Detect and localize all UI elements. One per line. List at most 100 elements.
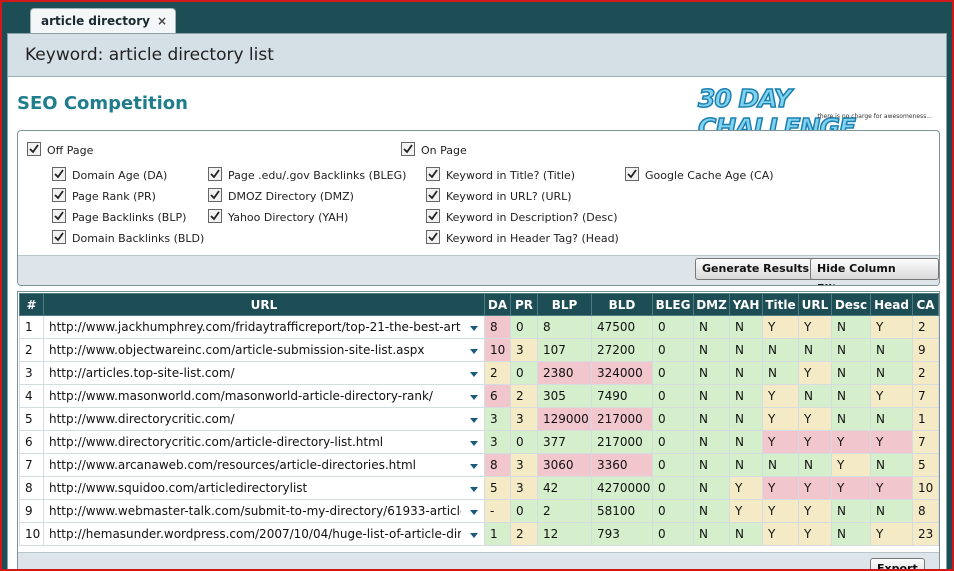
option-label[interactable]: Domain Backlinks (BLD): [72, 232, 205, 245]
checkbox[interactable]: [426, 209, 440, 223]
column-header[interactable]: URL: [43, 293, 485, 316]
option-label[interactable]: Keyword in Header Tag? (Head): [446, 232, 619, 245]
column-header[interactable]: Title: [762, 293, 799, 316]
checkbox[interactable]: [625, 167, 639, 181]
column-header[interactable]: BLP: [537, 293, 592, 316]
checkbox[interactable]: [208, 188, 222, 202]
metric-cell: Y: [831, 453, 871, 477]
table-row[interactable]: 7 http://www.arcanaweb.com/resources/arti…: [19, 453, 939, 477]
option-label[interactable]: Google Cache Age (CA): [645, 169, 774, 182]
dropdown-arrow[interactable]: [470, 464, 478, 469]
dropdown-arrow[interactable]: [470, 510, 478, 515]
url-text: http://www.arcanaweb.com/resources/artic…: [49, 458, 417, 472]
option-label[interactable]: DMOZ Directory (DMZ): [228, 190, 354, 203]
metric-cell: Y: [870, 430, 913, 454]
button[interactable]: Generate Results: [695, 258, 817, 280]
tab[interactable]: article directory list ×: [30, 8, 176, 53]
column-header[interactable]: URL: [798, 293, 832, 316]
table-row[interactable]: 1 http://www.jackhumphrey.com/fridaytraff…: [19, 315, 939, 339]
filter-option[interactable]: Off Page: [27, 142, 94, 157]
check-mark: [210, 169, 220, 179]
metric-cell: N: [870, 499, 913, 523]
filter-option[interactable]: Keyword in URL? (URL): [426, 188, 572, 203]
dropdown-arrow[interactable]: [470, 372, 478, 377]
metric-cell: 1: [912, 407, 939, 431]
option-label[interactable]: Keyword in URL? (URL): [446, 190, 572, 203]
metric-cell: Y: [729, 499, 763, 523]
dropdown-arrow[interactable]: [470, 395, 478, 400]
column-header[interactable]: BLD: [591, 293, 653, 316]
filter-option[interactable]: DMOZ Directory (DMZ): [208, 188, 354, 203]
filter-option[interactable]: Yahoo Directory (YAH): [208, 209, 349, 224]
checkbox[interactable]: [426, 230, 440, 244]
checkbox[interactable]: [426, 167, 440, 181]
url-text: http://www.masonworld.com/masonworld-art…: [49, 389, 433, 403]
dropdown-arrow[interactable]: [470, 533, 478, 538]
column-header[interactable]: CA: [912, 293, 939, 316]
column-header[interactable]: Desc: [831, 293, 871, 316]
checkbox[interactable]: [52, 188, 66, 202]
table-row[interactable]: 2 http://www.objectwareinc.com/article-su…: [19, 338, 939, 362]
checkbox[interactable]: [426, 188, 440, 202]
column-header[interactable]: BLEG: [652, 293, 694, 316]
filter-option[interactable]: Keyword in Description? (Desc): [426, 209, 618, 224]
table-row[interactable]: 10 http://hemasunder.wordpress.com/2007/1…: [19, 522, 939, 546]
checkbox[interactable]: [52, 209, 66, 223]
filter-option[interactable]: Domain Age (DA): [52, 167, 168, 182]
table-row[interactable]: 9 http://www.webmaster-talk.com/submit-to…: [19, 499, 939, 523]
column-header[interactable]: YAH: [729, 293, 763, 316]
option-label[interactable]: Off Page: [47, 144, 94, 157]
option-label[interactable]: Keyword in Title? (Title): [446, 169, 576, 182]
option-label[interactable]: Keyword in Description? (Desc): [446, 211, 618, 224]
dropdown-arrow[interactable]: [470, 349, 478, 354]
check-mark: [428, 232, 438, 242]
column-header[interactable]: PR: [510, 293, 538, 316]
metric-cell: 305: [537, 384, 592, 408]
filter-option[interactable]: Page .edu/.gov Backlinks (BLEG): [208, 167, 407, 182]
option-label[interactable]: On Page: [421, 144, 467, 157]
filter-option[interactable]: Page Rank (PR): [52, 188, 156, 203]
option-label[interactable]: Domain Age (DA): [72, 169, 168, 182]
column-header[interactable]: Head: [870, 293, 913, 316]
filter-option[interactable]: On Page: [401, 142, 467, 157]
export-button[interactable]: Export: [870, 558, 925, 569]
option-label[interactable]: Yahoo Directory (YAH): [228, 211, 349, 224]
table-row[interactable]: 5 http://www.directorycritic.com/3 3 129000…: [19, 407, 939, 431]
option-label[interactable]: Page Rank (PR): [72, 190, 156, 203]
filter-option[interactable]: Domain Backlinks (BLD): [52, 230, 205, 245]
checkbox[interactable]: [208, 209, 222, 223]
metric-cell: 5: [912, 453, 939, 477]
checkbox[interactable]: [208, 167, 222, 181]
metric-cell: N: [693, 407, 730, 431]
dropdown-arrow[interactable]: [470, 418, 478, 423]
metric-cell: 0: [652, 453, 694, 477]
dropdown-arrow[interactable]: [470, 487, 478, 492]
filter-option[interactable]: Keyword in Header Tag? (Head): [426, 230, 619, 245]
dropdown-arrow[interactable]: [470, 326, 478, 331]
metric-cell: 10: [912, 476, 939, 500]
option-label[interactable]: Page Backlinks (BLP): [72, 211, 187, 224]
metric-cell: 42: [537, 476, 592, 500]
table-row[interactable]: 6 http://www.directorycritic.com/article-…: [19, 430, 939, 454]
option-label[interactable]: Page .edu/.gov Backlinks (BLEG): [228, 169, 407, 182]
checkbox[interactable]: [401, 142, 415, 156]
checkbox[interactable]: [27, 142, 41, 156]
table-row[interactable]: 3 http://articles.top-site-list.com/2 0 238…: [19, 361, 939, 385]
metric-cell: 2: [912, 361, 939, 385]
column-header[interactable]: #: [19, 293, 44, 316]
table-row[interactable]: 8 http://www.squidoo.com/articledirectory…: [19, 476, 939, 500]
metric-cell: Y: [831, 430, 871, 454]
metric-cell: N: [831, 338, 871, 362]
table-row[interactable]: 4 http://www.masonworld.com/masonworld-ar…: [19, 384, 939, 408]
filter-option[interactable]: Keyword in Title? (Title): [426, 167, 576, 182]
filter-option[interactable]: Page Backlinks (BLP): [52, 209, 187, 224]
checkbox[interactable]: [52, 230, 66, 244]
filter-option[interactable]: Google Cache Age (CA): [625, 167, 774, 182]
checkbox[interactable]: [52, 167, 66, 181]
tab-close[interactable]: ×: [156, 14, 167, 28]
column-header[interactable]: DMZ: [693, 293, 730, 316]
dropdown-arrow[interactable]: [470, 441, 478, 446]
button[interactable]: Hide Column Filter: [810, 258, 939, 285]
column-header[interactable]: DA: [484, 293, 511, 316]
